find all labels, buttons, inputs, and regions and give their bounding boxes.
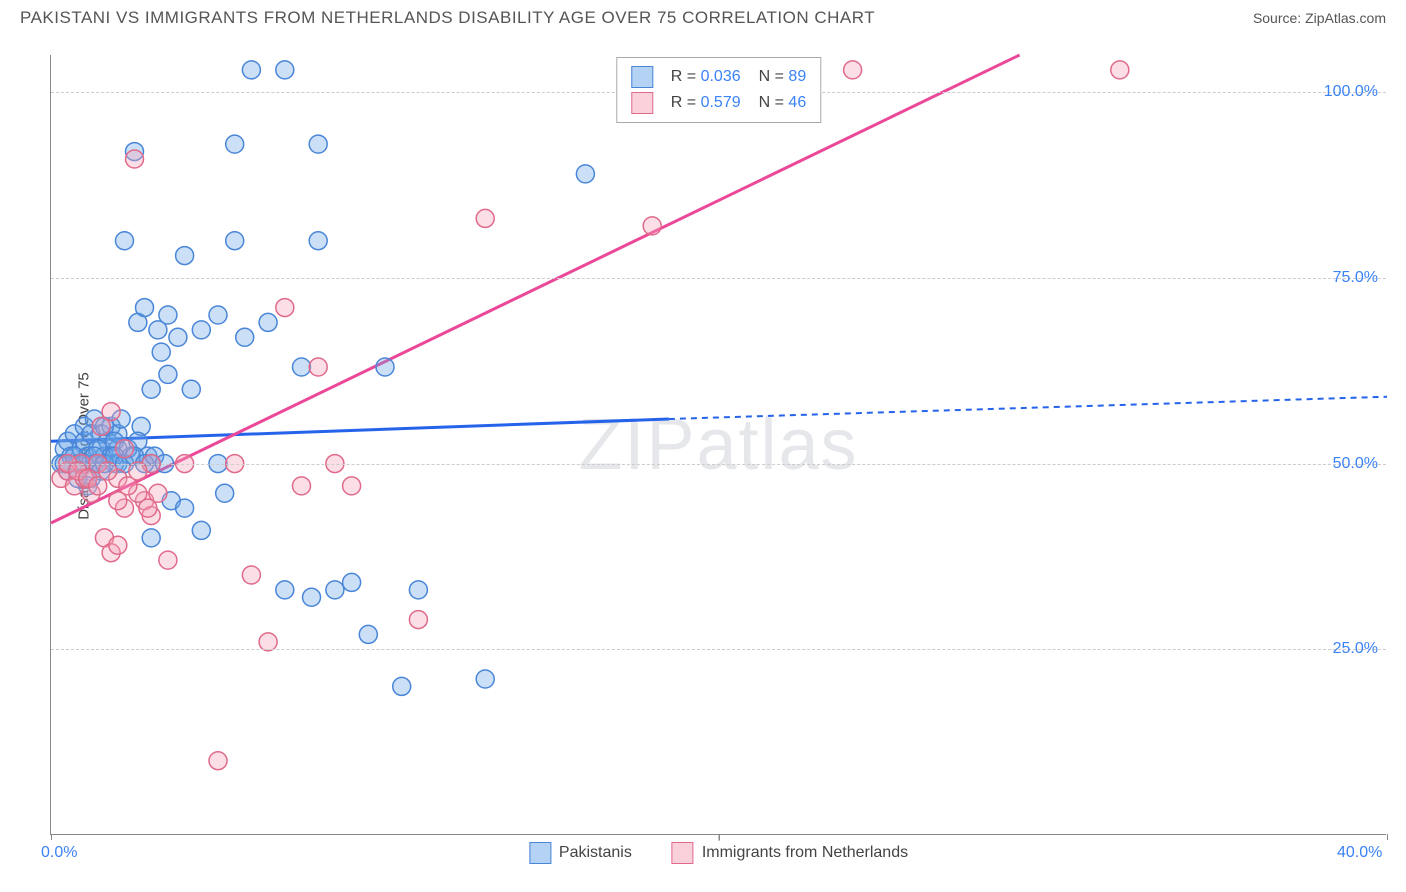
scatter-plot-svg: [51, 55, 1386, 834]
legend-bottom: Pakistanis Immigrants from Netherlands: [529, 842, 908, 864]
stats-n-label-1: N = 89: [759, 68, 807, 86]
correlation-stats-box: R = 0.036 N = 89 R = 0.579 N = 46: [616, 57, 821, 123]
legend-label-1: Pakistanis: [559, 844, 632, 862]
y-tick-label: 25.0%: [1333, 640, 1378, 658]
swatch-series-1: [631, 66, 653, 88]
swatch-series-2: [631, 92, 653, 114]
x-tick-label: 40.0%: [1337, 844, 1382, 862]
y-tick-label: 50.0%: [1333, 455, 1378, 473]
x-tick-label: 0.0%: [41, 844, 77, 862]
source-label: Source: ZipAtlas.com: [1253, 10, 1386, 26]
legend-item-1: Pakistanis: [529, 842, 632, 864]
legend-label-2: Immigrants from Netherlands: [702, 844, 908, 862]
y-tick-label: 100.0%: [1324, 83, 1378, 101]
stats-n-label-2: N = 46: [759, 94, 807, 112]
legend-swatch-2: [672, 842, 694, 864]
y-tick-label: 75.0%: [1333, 269, 1378, 287]
stats-r-label-1: R = 0.036: [671, 68, 741, 86]
stats-r-label-2: R = 0.579: [671, 94, 741, 112]
chart-title: PAKISTANI VS IMMIGRANTS FROM NETHERLANDS…: [20, 8, 875, 28]
chart-plot-area: ZIPatlas R = 0.036 N = 89 R = 0.579 N = …: [50, 55, 1386, 835]
chart-header: PAKISTANI VS IMMIGRANTS FROM NETHERLANDS…: [0, 0, 1406, 36]
legend-swatch-1: [529, 842, 551, 864]
legend-item-2: Immigrants from Netherlands: [672, 842, 908, 864]
stats-row-series-1: R = 0.036 N = 89: [631, 64, 806, 90]
stats-row-series-2: R = 0.579 N = 46: [631, 90, 806, 116]
